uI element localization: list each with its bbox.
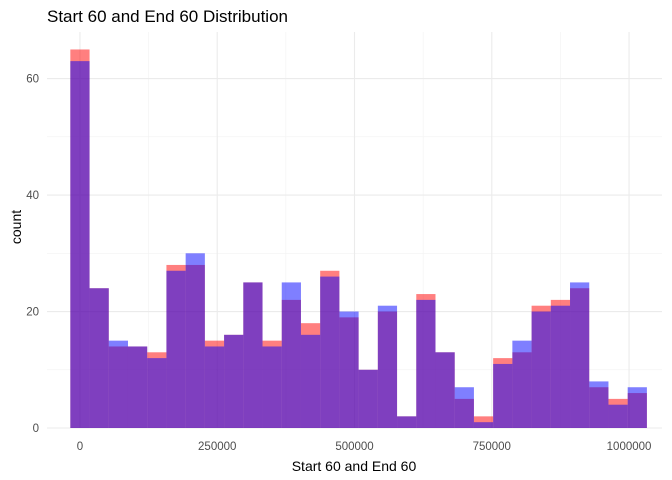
histogram-bar [147,358,167,428]
histogram-bar [570,282,590,428]
x-tick-label: 0 [77,441,83,453]
histogram-bar [454,387,474,428]
y-tick-label: 20 [26,307,39,319]
bars-series-end [70,61,647,428]
histogram-bar [377,305,398,428]
x-tick-label: 750000 [473,441,511,453]
x-tick-label: 250000 [198,441,236,453]
histogram-bar [512,340,532,428]
histogram-bar [493,363,513,428]
y-tick-label: 60 [26,74,39,86]
histogram-bar [320,276,340,428]
histogram-bar [224,334,244,428]
x-axis-title: Start 60 and End 60 [292,458,417,474]
histogram-bar [397,416,417,428]
x-axis-tick-labels: 0 250000 500000 750000 1000000 [77,441,652,453]
histogram-bar [550,305,571,428]
histogram-bar [589,381,609,428]
histogram-bar [262,346,282,428]
histogram-bar [435,352,455,428]
histogram-bar [204,346,225,428]
histogram-bar [473,422,494,428]
histogram-bar [627,387,647,428]
y-tick-label: 40 [26,190,39,202]
histogram-bar [166,270,186,428]
histogram-bar [185,253,205,428]
histogram-bar [473,416,494,428]
y-axis-title: count [8,210,24,244]
histogram-bar [358,369,378,428]
histogram-bar [281,282,301,428]
x-tick-label: 1000000 [607,441,652,453]
histogram-bar [108,340,128,428]
y-axis-tick-labels: 0 20 40 60 [26,74,39,435]
histogram-bar [416,299,436,428]
histogram-bar [127,346,148,428]
histogram-bar [89,288,109,428]
x-tick-label: 500000 [335,441,373,453]
histogram-bar [300,334,321,428]
y-tick-label: 0 [33,423,39,435]
histogram-bar [531,311,551,428]
histogram-bar [243,282,263,428]
histogram-bar [339,311,359,428]
histogram-bar [70,61,90,428]
histogram-bar [608,404,628,428]
chart-title: Start 60 and End 60 Distribution [47,7,288,26]
